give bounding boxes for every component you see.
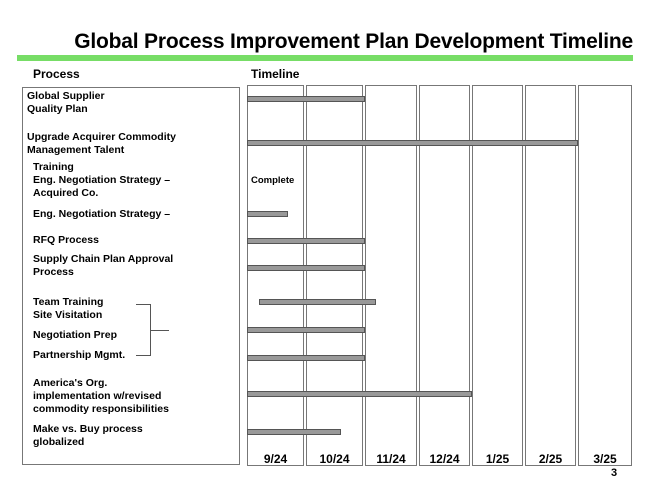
month-label: 9/24 <box>263 452 288 466</box>
gantt-bar <box>247 327 365 333</box>
process-label: Partnership Mgmt. <box>33 349 126 361</box>
process-list-box <box>22 87 240 465</box>
month-column <box>472 85 523 466</box>
month-column <box>578 85 632 466</box>
gantt-bar <box>247 238 365 244</box>
process-label: Supply Chain Plan Approval Process <box>33 253 174 278</box>
process-label: Negotiation Prep <box>33 329 118 341</box>
process-label: America's Org. implementation w/revised … <box>33 377 169 415</box>
month-column <box>306 85 363 466</box>
grouping-bracket-tick <box>151 330 169 331</box>
grouping-bracket <box>136 304 151 356</box>
process-label: Training Eng. Negotiation Strategy – Acq… <box>33 161 171 199</box>
process-label: Make vs. Buy process globalized <box>33 423 143 448</box>
month-column <box>247 85 304 466</box>
month-column <box>525 85 576 466</box>
month-label: 11/24 <box>376 452 406 466</box>
gantt-bar <box>247 355 365 361</box>
month-label: 1/25 <box>485 452 510 466</box>
month-column <box>365 85 417 466</box>
gantt-bar <box>247 211 289 217</box>
gantt-bar <box>247 96 365 102</box>
process-label: Global Supplier Quality Plan <box>27 90 105 115</box>
month-label: 10/24 <box>319 452 350 466</box>
month-label: 12/24 <box>429 452 460 466</box>
process-label: Upgrade Acquirer Commodity Management Ta… <box>27 131 176 156</box>
gantt-bar <box>247 429 342 435</box>
page-title: Global Process Improvement Plan Developm… <box>74 30 633 53</box>
month-label: 3/25 <box>593 452 617 466</box>
gantt-bar <box>247 140 578 146</box>
gantt-bar <box>247 265 365 271</box>
gantt-bar <box>258 299 376 305</box>
month-label: 2/25 <box>538 452 563 466</box>
page-number: 3 <box>611 467 618 479</box>
task-status-text: Complete <box>251 175 295 186</box>
process-label: Eng. Negotiation Strategy – <box>33 208 171 220</box>
process-label: RFQ Process <box>33 234 99 246</box>
process-column-header: Process <box>33 67 80 81</box>
gantt-bar <box>247 391 472 397</box>
title-accent-bar <box>17 55 633 61</box>
process-label: Team Training Site Visitation <box>33 296 104 321</box>
month-column <box>419 85 470 466</box>
timeline-column-header: Timeline <box>251 67 300 81</box>
